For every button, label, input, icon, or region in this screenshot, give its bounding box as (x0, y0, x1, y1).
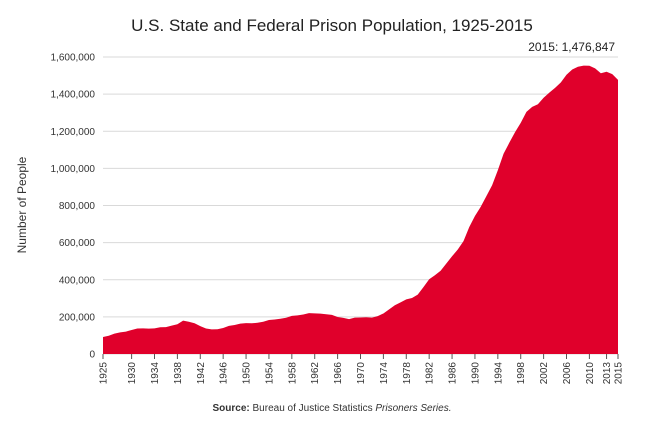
y-tick-label: 1,600,000 (51, 53, 96, 64)
source-text: Bureau of Justice Statistics (249, 403, 376, 414)
x-tick-label: 1954 (264, 362, 275, 385)
x-tick-label: 1938 (173, 362, 184, 385)
x-tick-label: 1970 (356, 362, 367, 385)
source-note: Source: Bureau of Justice Statistics Pri… (0, 403, 664, 414)
x-tick-label: 1946 (219, 362, 230, 385)
y-tick-label: 400,000 (59, 275, 96, 286)
chart: U.S. State and Federal Prison Population… (15, 16, 625, 384)
x-tick-label: 1930 (127, 362, 138, 385)
y-tick-label: 0 (89, 350, 95, 361)
source-series-name: Prisoners Series. (375, 403, 452, 414)
y-tick-label: 800,000 (59, 201, 96, 212)
x-tick-label: 2002 (539, 362, 550, 385)
chart-title: U.S. State and Federal Prison Population… (131, 16, 533, 35)
x-tick-label: 2013 (602, 362, 613, 385)
x-tick-label: 1978 (402, 362, 413, 385)
x-tick-label: 1990 (470, 362, 481, 385)
y-tick-label: 1,200,000 (51, 127, 96, 138)
x-tick-label: 1934 (150, 362, 161, 385)
y-tick-label: 600,000 (59, 238, 96, 249)
x-tick-label: 1994 (493, 362, 504, 385)
y-tick-label: 1,400,000 (51, 90, 96, 101)
x-tick-label: 2006 (562, 362, 573, 385)
x-tick-label: 1966 (333, 362, 344, 385)
y-tick-label: 200,000 (59, 312, 96, 323)
x-axis: 1925 1930 1934 1938 1942 1946 1950 1954 1958 1962… (99, 354, 625, 384)
x-tick-label: 1950 (242, 362, 253, 385)
x-tick-label: 1982 (425, 362, 436, 385)
x-tick-label: 2010 (585, 362, 596, 385)
y-axis: 0 200,000 400,000 600,000 800,000 1,000,000 1,… (51, 53, 96, 361)
y-axis-label: Number of People (15, 156, 29, 253)
y-tick-label: 1,000,000 (51, 164, 96, 175)
x-tick-label: 2015 (614, 362, 625, 385)
x-tick-label: 1958 (287, 362, 298, 385)
x-tick-label: 1974 (379, 362, 390, 385)
x-tick-label: 1925 (99, 362, 110, 385)
area-series (103, 65, 618, 355)
x-tick-label: 1942 (196, 362, 207, 385)
annotation-label: 2015: 1,476,847 (528, 40, 615, 54)
x-tick-label: 1962 (310, 362, 321, 385)
x-tick-label: 1998 (516, 362, 527, 385)
source-label: Source: (212, 403, 250, 414)
gridlines (103, 56, 618, 355)
x-tick-label: 1986 (448, 362, 459, 385)
